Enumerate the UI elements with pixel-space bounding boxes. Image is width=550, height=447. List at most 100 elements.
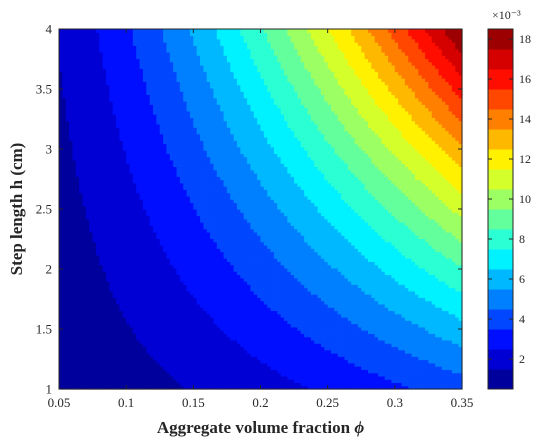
- contour-cell: [163, 78, 168, 82]
- contour-cell: [166, 294, 171, 298]
- contour-cell: [116, 267, 121, 272]
- contour-cell: [116, 235, 121, 240]
- contour-cell: [189, 143, 194, 148]
- contour-cell: [126, 74, 131, 79]
- contour-cell: [126, 42, 131, 46]
- contour-cell: [139, 231, 144, 236]
- contour-cell: [65, 199, 70, 204]
- contour-cell: [89, 209, 94, 213]
- contour-cell: [132, 140, 137, 145]
- contour-cell: [153, 48, 157, 53]
- contour-cell: [92, 81, 97, 86]
- contour-cell: [146, 281, 151, 285]
- contour-cell: [92, 379, 97, 384]
- contour-cell: [69, 235, 74, 240]
- contour-cell: [149, 284, 154, 289]
- contour-cell: [179, 212, 184, 217]
- contour-cell: [146, 166, 151, 171]
- contour-cell: [153, 133, 157, 138]
- contour-cell: [196, 346, 201, 351]
- contour-cell: [89, 267, 94, 272]
- contour-cell: [69, 97, 74, 102]
- contour-cell: [189, 366, 194, 370]
- contour-cell: [82, 123, 87, 128]
- contour-cell: [79, 176, 84, 181]
- contour-cell: [75, 248, 80, 253]
- contour-cell: [65, 189, 70, 194]
- contour-cell: [146, 192, 151, 197]
- contour-cell: [146, 251, 151, 256]
- contour-cell: [136, 267, 141, 272]
- contour-cell: [206, 336, 211, 341]
- contour-cell: [62, 215, 67, 220]
- contour-cell: [203, 42, 208, 46]
- contour-cell: [173, 235, 178, 240]
- contour-cell: [179, 123, 184, 128]
- contour-cell: [163, 307, 168, 312]
- contour-cell: [176, 362, 181, 367]
- contour-cell: [122, 313, 127, 318]
- contour-cell: [102, 107, 107, 112]
- contour-cell: [136, 241, 141, 246]
- contour-cell: [79, 379, 84, 384]
- contour-cell: [72, 137, 77, 141]
- contour-cell: [132, 71, 137, 76]
- contour-cell: [200, 225, 205, 230]
- contour-cell: [210, 258, 215, 262]
- contour-cell: [129, 294, 134, 298]
- contour-cell: [196, 42, 201, 46]
- contour-cell: [176, 369, 181, 374]
- contour-cell: [75, 205, 80, 210]
- contour-cell: [153, 45, 157, 50]
- contour-cell: [173, 310, 178, 315]
- contour-cell: [136, 127, 141, 132]
- contour-cell: [62, 140, 67, 145]
- contour-cell: [203, 235, 208, 240]
- contour-cell: [106, 359, 110, 364]
- contour-cell: [75, 356, 80, 361]
- contour-cell: [112, 290, 117, 295]
- contour-cell: [159, 307, 164, 312]
- contour-cell: [126, 258, 131, 262]
- contour-cell: [176, 182, 181, 187]
- contour-cell: [206, 78, 211, 82]
- contour-cell: [153, 310, 157, 315]
- contour-cell: [193, 320, 198, 325]
- contour-cell: [112, 55, 117, 60]
- contour-cell: [126, 81, 131, 86]
- contour-cell: [82, 310, 87, 315]
- contour-cell: [116, 176, 121, 181]
- contour-cell: [119, 65, 124, 69]
- contour-cell: [193, 58, 198, 63]
- contour-cell: [200, 261, 205, 266]
- contour-cell: [132, 68, 137, 73]
- contour-cell: [95, 290, 100, 295]
- contour-cell: [116, 51, 121, 56]
- contour-cell: [176, 143, 181, 148]
- contour-cell: [206, 205, 211, 210]
- contour-cell: [186, 42, 191, 46]
- contour-cell: [72, 320, 77, 325]
- contour-cell: [79, 228, 84, 233]
- contour-cell: [166, 110, 171, 115]
- contour-cell: [102, 91, 107, 96]
- contour-cell: [156, 349, 161, 354]
- contour-cell: [179, 218, 184, 223]
- contour-cell: [112, 271, 117, 276]
- contour-cell: [159, 42, 164, 46]
- contour-cell: [136, 81, 141, 86]
- contour-cell: [89, 320, 94, 325]
- contour-cell: [95, 55, 100, 60]
- contour-cell: [122, 290, 127, 295]
- contour-cell: [139, 245, 144, 249]
- contour-cell: [106, 186, 110, 190]
- contour-cell: [82, 104, 87, 109]
- contour-cell: [122, 81, 127, 86]
- contour-cell: [132, 176, 137, 181]
- contour-cell: [129, 173, 134, 177]
- contour-cell: [85, 362, 90, 367]
- contour-cell: [126, 303, 131, 308]
- contour-cell: [206, 281, 211, 285]
- contour-cell: [139, 251, 144, 256]
- contour-cell: [85, 104, 90, 109]
